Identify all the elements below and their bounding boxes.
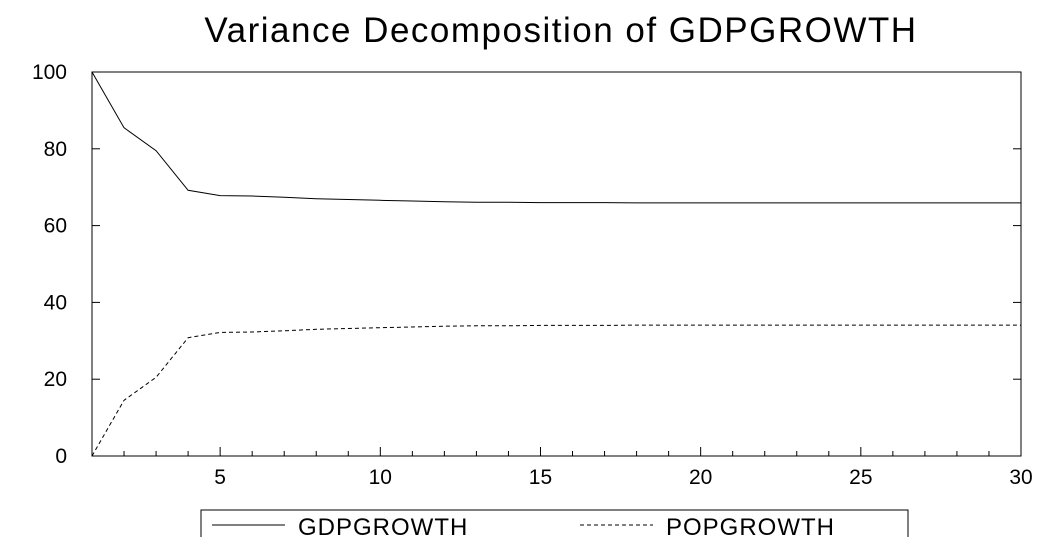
legend-box (200, 509, 909, 537)
legend-label-popgrowth: POPGROWTH (666, 514, 835, 537)
chart-title: Variance Decomposition of GDPGROWTH (204, 11, 917, 50)
x-tick-label: 20 (689, 466, 712, 489)
x-tick-label: 10 (369, 466, 392, 489)
y-tick-label: 60 (44, 215, 67, 238)
legend: GDPGROWTH POPGROWTH (200, 509, 909, 537)
series-line-popgrowth (91, 324, 1021, 457)
y-tick-label: 40 (44, 291, 67, 314)
legend-label-gdpgrowth: GDPGROWTH (298, 514, 468, 537)
plot-frame (91, 71, 1022, 457)
series-layer (91, 71, 1021, 457)
y-tick-label: 0 (55, 445, 67, 468)
x-tick-label: 25 (849, 466, 872, 489)
x-tick-label: 30 (1009, 466, 1032, 489)
y-axis: 0 20 40 60 80 100 (32, 61, 1021, 468)
series-line-gdpgrowth (91, 71, 1021, 204)
y-tick-label: 100 (32, 61, 67, 84)
x-tick-label: 5 (214, 466, 226, 489)
x-tick-label: 15 (529, 466, 552, 489)
y-tick-label: 80 (44, 138, 67, 161)
y-tick-label: 20 (44, 368, 67, 391)
x-axis: 5 10 15 20 25 30 (91, 447, 1033, 489)
